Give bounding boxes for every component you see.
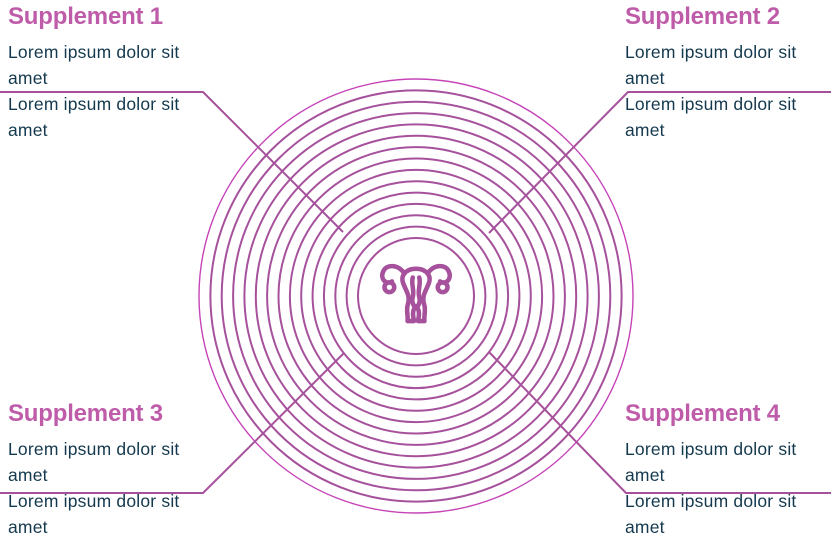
panel-supplement-2: Supplement 2 Lorem ipsum dolor sit amet … xyxy=(625,3,831,143)
panel-text-line: Lorem ipsum dolor sit amet xyxy=(8,42,180,88)
ring xyxy=(300,180,532,412)
ring xyxy=(198,78,634,514)
panel-text-line: Lorem ipsum dolor sit amet xyxy=(625,439,797,485)
panel-text-line: Lorem ipsum dolor sit amet xyxy=(625,94,797,140)
panel-text-line: Lorem ipsum dolor sit amet xyxy=(8,491,180,537)
ring xyxy=(288,168,544,424)
concentric-rings-graphic xyxy=(0,78,831,514)
ring xyxy=(311,191,521,401)
connector-top-right xyxy=(488,91,831,234)
panel-text-line: Lorem ipsum dolor sit amet xyxy=(625,491,797,537)
ring xyxy=(277,157,555,435)
connector-bottom-left xyxy=(0,352,345,494)
panel-title: Supplement 1 xyxy=(8,3,163,30)
ring xyxy=(345,225,487,367)
uterus-canal-left xyxy=(409,275,417,309)
ring xyxy=(209,89,623,503)
uterus-canal-right xyxy=(415,275,423,309)
panel-title: Supplement 4 xyxy=(625,400,780,427)
uterus-right-ovary xyxy=(435,280,450,295)
panel-text-line: Lorem ipsum dolor sit amet xyxy=(8,439,180,485)
ring xyxy=(334,214,498,378)
uterus-body xyxy=(400,266,432,324)
ring xyxy=(357,237,475,355)
rings-group xyxy=(198,78,634,514)
ring xyxy=(254,134,578,458)
panel-supplement-4: Supplement 4 Lorem ipsum dolor sit amet … xyxy=(625,400,831,540)
panel-text-line: Lorem ipsum dolor sit amet xyxy=(625,42,797,88)
ring xyxy=(243,123,589,469)
ring xyxy=(232,112,600,480)
uterus-icon xyxy=(380,263,452,324)
panel-title: Supplement 2 xyxy=(625,3,780,30)
panel-text-line: Lorem ipsum dolor sit amet xyxy=(8,94,180,140)
ring xyxy=(266,146,566,446)
connector-top-left xyxy=(0,91,344,233)
panel-supplement-1: Supplement 1 Lorem ipsum dolor sit amet … xyxy=(8,3,223,143)
panel-supplement-3: Supplement 3 Lorem ipsum dolor sit amet … xyxy=(8,400,223,540)
ring xyxy=(220,100,612,492)
panel-title: Supplement 3 xyxy=(8,400,163,427)
uterus-left-ovary xyxy=(382,280,397,295)
ring xyxy=(322,202,510,390)
connector-bottom-right xyxy=(488,351,831,494)
